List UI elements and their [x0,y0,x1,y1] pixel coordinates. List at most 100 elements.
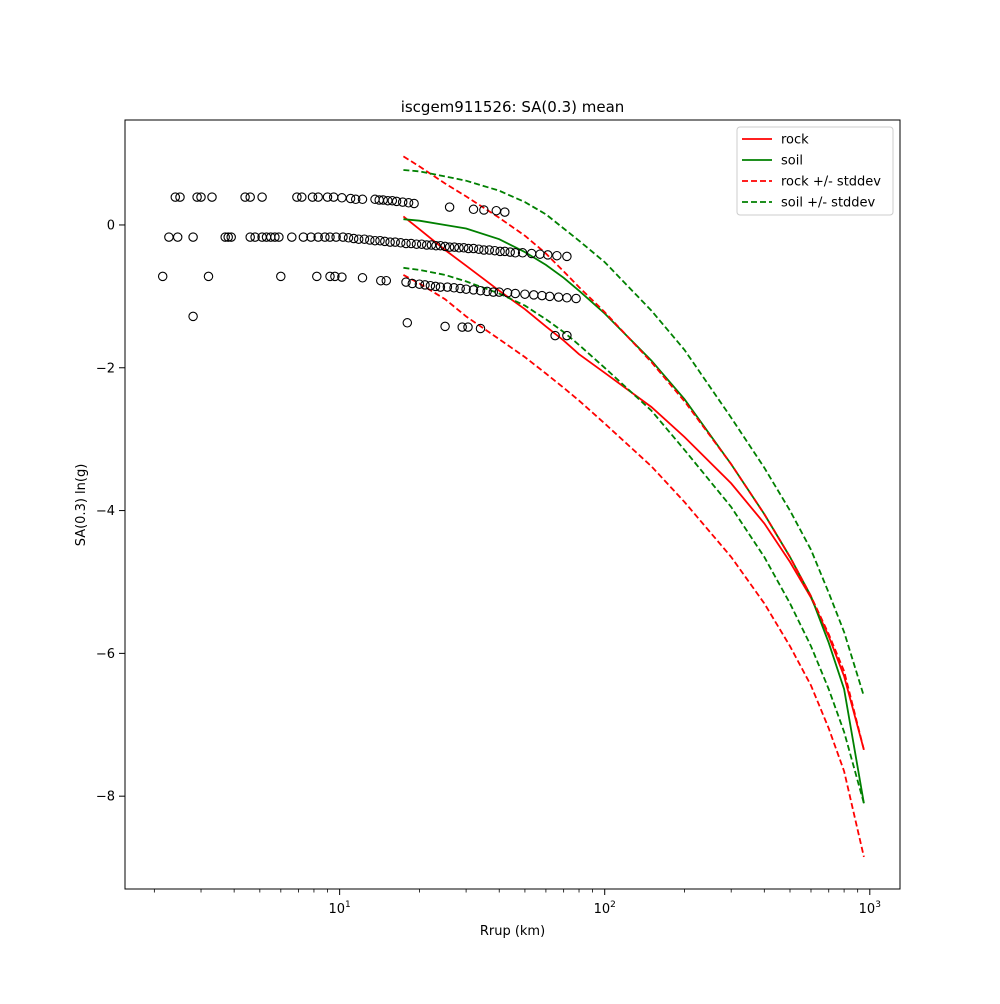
observation-point [409,198,419,209]
observation-point [343,233,354,243]
observation-point [287,232,297,242]
x-tick-label: 103 [859,900,881,917]
observation-point [375,235,385,246]
observation-point [406,238,416,249]
y-tick-label: −8 [96,790,115,805]
observation-point [307,192,318,202]
observation-point [257,192,267,202]
observation-point [203,271,214,282]
observation-point [403,198,414,208]
observation-point [562,293,572,303]
observation-point [463,322,473,332]
observation-point [390,237,400,247]
observation-point [468,285,479,295]
observation-point [537,290,547,301]
observation-point [500,207,510,217]
observation-point [378,195,388,205]
observation-point [475,323,486,334]
observation-point [357,194,368,205]
observation-point [414,279,425,289]
observation-point [397,197,408,207]
observation-point [330,271,340,282]
observation-point [468,243,479,254]
observation-point [348,233,359,244]
observation-point [459,243,469,253]
observation-point [276,271,286,282]
series-line-4 [403,169,865,697]
y-tick-label: −6 [96,647,115,662]
observation-point [188,311,198,322]
observation-point [535,249,545,259]
observation-point [495,246,505,257]
observation-point [484,245,495,255]
observation-point [502,288,513,298]
axes: 101 102 103 0 −2 −4 −6 −8 [96,119,901,917]
observation-point [407,278,418,289]
observation-point [220,232,230,242]
observation-point [391,196,402,207]
observation-point [401,277,411,287]
observation-point [454,243,464,253]
observation-point [474,244,484,254]
observation-point [416,239,427,249]
observation-point [245,232,255,242]
observation-point [510,288,521,299]
observation-point [562,330,572,341]
observation-point [172,232,183,242]
x-tick-label: 102 [594,900,616,917]
observation-point [463,243,474,254]
observation-point [376,275,386,286]
observation-point [449,242,460,252]
observation-point [544,291,555,302]
observation-point [457,322,467,332]
legend-label: rock +/- stddev [781,175,881,190]
observation-point [562,251,572,262]
observation-point [387,195,398,206]
observation-point [345,193,356,204]
observation-point [312,271,322,282]
observation-point [488,287,499,297]
x-axis-label: Rrup (km) [480,924,545,939]
observation-point [292,192,302,202]
y-axis-label: SA(0.3) ln(g) [74,464,89,547]
observation-point [505,247,515,257]
observation-point [468,204,479,215]
observation-point [435,240,446,251]
x-tick-label: 101 [328,900,350,917]
observation-point [385,237,395,247]
observation-point [431,240,441,251]
observation-point [411,239,422,249]
y-tick-label: −4 [96,504,115,519]
series-line-2 [402,155,865,751]
observation-point [175,192,185,202]
observation-point [442,282,453,292]
observation-point [520,289,530,299]
chart-title: iscgem911526: SA(0.3) mean [401,98,625,116]
observation-point [517,248,528,258]
observation-point [196,192,206,202]
observation-point [461,284,471,294]
observation-point [543,250,553,260]
plot-frame [124,119,901,890]
observation-point [207,192,217,202]
observation-point [430,281,441,292]
legend-label: soil [781,154,803,169]
observation-points [157,192,581,341]
model-curves [402,155,865,858]
observation-point [157,271,168,282]
observation-point [440,241,450,252]
y-tick-label: 0 [107,218,115,233]
observation-point [479,245,489,255]
series-line-3 [402,274,865,858]
observation-point [298,232,309,242]
observation-point [365,235,375,245]
observation-point [320,232,330,242]
observation-point [313,192,323,202]
observation-point [245,192,255,202]
observation-point [395,238,406,248]
observation-point [357,273,368,283]
observation-point [435,282,446,292]
observation-point [226,232,236,242]
observation-point [444,242,455,252]
